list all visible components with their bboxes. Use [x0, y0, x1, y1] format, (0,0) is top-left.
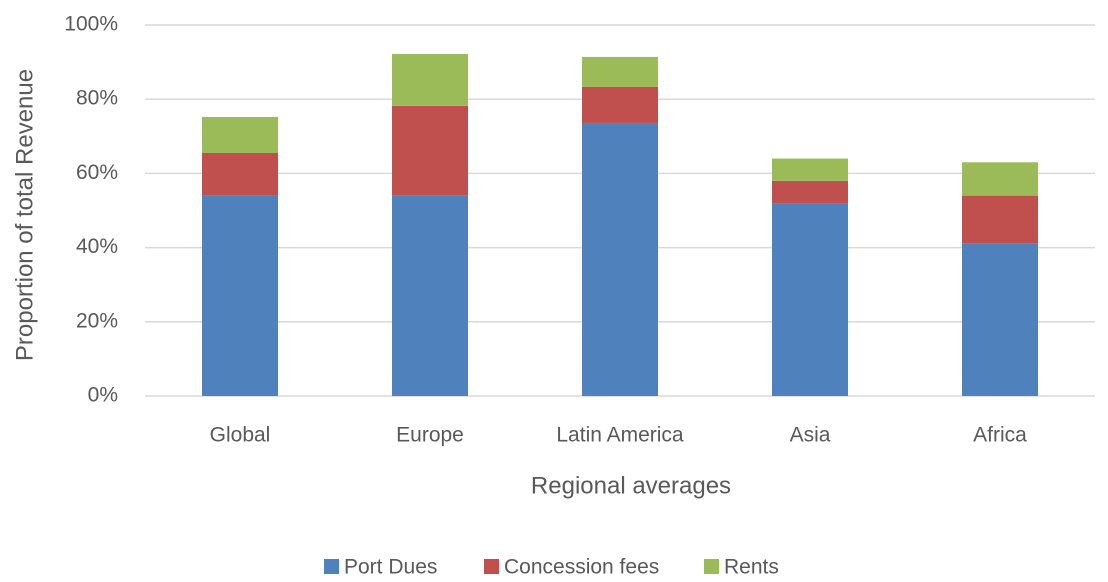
- x-tick-label: Asia: [790, 424, 831, 447]
- x-tick-label: Latin America: [556, 424, 684, 447]
- legend-label: Rents: [724, 556, 779, 579]
- bar-segment: [392, 195, 468, 396]
- bar-segment: [582, 86, 658, 123]
- y-tick-label: 20%: [76, 309, 118, 332]
- x-tick-label: Europe: [396, 424, 464, 447]
- bar-segment: [202, 117, 278, 153]
- y-tick-label: 60%: [76, 161, 118, 184]
- legend-swatch: [324, 559, 339, 574]
- y-tick-label: 80%: [76, 87, 118, 110]
- bar-segment: [392, 105, 468, 196]
- legend-label: Port Dues: [344, 556, 437, 579]
- x-tick-label: Africa: [973, 424, 1027, 447]
- legend-label: Concession fees: [504, 556, 659, 579]
- bar-segment: [392, 53, 468, 106]
- bar-segment: [772, 158, 848, 181]
- bar-segment: [962, 243, 1038, 396]
- legend-swatch: [704, 559, 719, 574]
- legend-swatch: [484, 559, 499, 574]
- y-tick-label: 0%: [88, 384, 118, 407]
- y-axis-title: Proportion of total Revenue: [11, 69, 38, 361]
- bar-segment: [202, 195, 278, 396]
- bar-segment: [582, 122, 658, 396]
- bar-segment: [582, 56, 658, 87]
- bar-segment: [962, 195, 1038, 244]
- bar-segment: [772, 203, 848, 396]
- bar-segment: [772, 180, 848, 204]
- x-tick-label: Global: [210, 424, 271, 447]
- bar-segment: [202, 152, 278, 196]
- y-tick-label: 40%: [76, 235, 118, 258]
- x-axis-title: Regional averages: [531, 472, 731, 499]
- bar-segment: [962, 162, 1038, 196]
- y-tick-label: 100%: [64, 13, 118, 36]
